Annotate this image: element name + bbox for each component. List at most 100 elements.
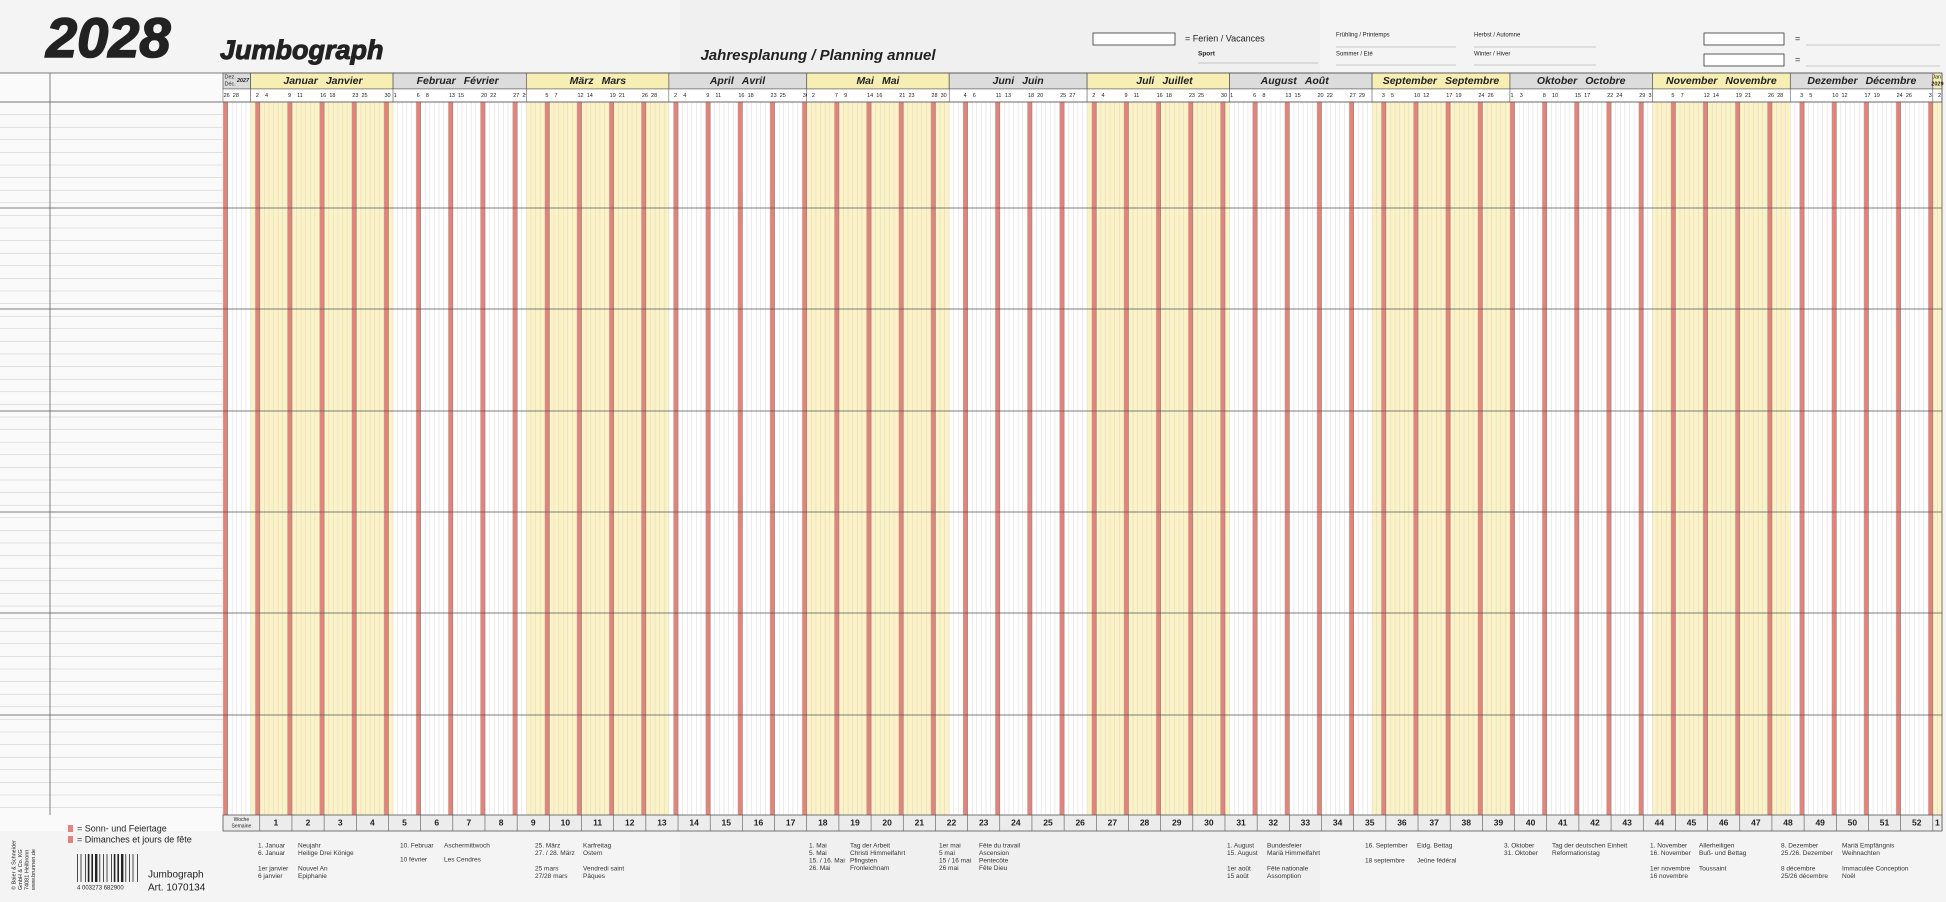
sunday-stripe [576,102,582,815]
day-number: 10 [1414,93,1420,99]
week-number: 32 [1269,817,1279,827]
week-number: 5 [402,817,407,827]
holiday-name: Pâques [583,873,606,880]
month-body [1790,102,1933,815]
day-number: 10 [1552,93,1558,99]
sunday-stripe [995,102,1000,815]
day-number: 29 [1359,93,1365,99]
day-number: 5 [1391,93,1394,99]
holiday-date: 1. Mai [809,843,827,850]
week-number: 28 [1140,817,1150,827]
week-number: 13 [657,817,667,827]
day-number: 11 [297,93,303,99]
month-header [948,72,1088,90]
month-name: April [709,75,735,87]
week-number: 22 [947,817,957,827]
day-number: 4 [964,93,967,99]
day-number: 30 [384,93,390,99]
brand-title: Jumbograph [220,35,384,65]
day-number: 13 [1285,93,1291,99]
equals: = [1795,33,1800,43]
holiday-date: 1er janvier [258,866,289,873]
barcode-bar [113,854,116,882]
barcode-bar [99,854,101,882]
month-header [668,72,808,90]
month-name: Dez. [225,74,237,80]
sunday-stripe [802,102,807,815]
holiday-name: Tag der deutschen Einheit [1552,843,1627,850]
month-header [1229,72,1373,90]
month-body [806,102,950,815]
month-name: Januar [283,75,318,87]
legend-swatch [68,825,73,832]
barcode-bar [121,854,124,882]
holiday-date: 15 / 16 mai [939,858,971,865]
sunday-stripe [705,102,711,815]
sunday-stripe [1670,102,1676,815]
week-number: 12 [625,817,635,827]
day-number: 9 [1124,93,1127,99]
sunday-stripe [1831,102,1837,815]
week-number: 9 [531,817,536,827]
day-number: 14 [587,93,593,99]
day-number: 1 [1511,93,1514,99]
copyright-line: www.brunnen.de [31,849,37,891]
holiday-date: 3. Oktober [1504,843,1535,850]
day-number: 20 [481,93,487,99]
day-number: 15 [1575,93,1581,99]
month-body [1509,102,1653,815]
month-name: Juillet [1162,75,1193,87]
day-number: 18 [748,93,754,99]
holiday-name: Fronleichnam [850,865,889,872]
sunday-stripe [1799,102,1805,815]
copyright-line: 74081 Heilbronn [24,850,30,890]
sunday-stripe [1542,102,1547,815]
sunday-stripe [1252,102,1258,815]
day-number: 27 [513,93,519,99]
month-name: Oktober [1537,75,1578,87]
month-name: Juin [1022,75,1044,87]
day-number: 21 [619,93,625,99]
season: Herbst / Automne [1474,33,1521,39]
sunday-stripe [609,102,614,815]
sunday-stripe [641,102,646,815]
day-number: 19 [1736,93,1742,99]
week-number: 38 [1462,817,1472,827]
barcode-bar [137,854,138,882]
week-number: 44 [1655,817,1665,827]
holiday-name: Allerheiligen [1699,843,1735,850]
month-header [526,72,670,90]
week-number: 35 [1365,817,1375,827]
barcode [77,854,138,882]
day-number: 2 [1938,93,1941,99]
day-number: 8 [1262,93,1265,99]
day-number: 7 [555,93,558,99]
holiday-name: Weihnachten [1842,850,1880,857]
week-number: 23 [979,817,989,827]
product-name: Jumbograph [148,870,204,881]
week-number: 39 [1494,817,1504,827]
holiday-date: 10. Februar [400,843,434,850]
month-header [250,72,394,90]
sunday-stripe [834,102,839,815]
month-name: März [570,75,595,87]
holiday-name: Fête Dieu [979,865,1008,872]
holiday-name: Neujahr [298,843,322,850]
day-number: 24 [1897,93,1903,99]
holiday-name: Immaculée Conception [1842,866,1909,873]
day-number: 27 [1069,93,1075,99]
holiday-name: Vendredi saint [583,866,624,873]
week-number: 4 [370,817,375,827]
holiday-name: Epiphanie [298,873,327,880]
day-number: 12 [1423,93,1429,99]
day-number: 15 [1295,93,1301,99]
day-number: 12 [1841,93,1847,99]
day-number: 4 [265,93,268,99]
sunday-stripe [673,102,679,815]
week-number: 18 [818,817,828,827]
day-number: 3 [1800,93,1803,99]
month-name: Septembre [1445,75,1499,87]
day-number: 23 [352,93,358,99]
barcode-bar [117,854,119,882]
sunday-stripe [416,102,421,815]
